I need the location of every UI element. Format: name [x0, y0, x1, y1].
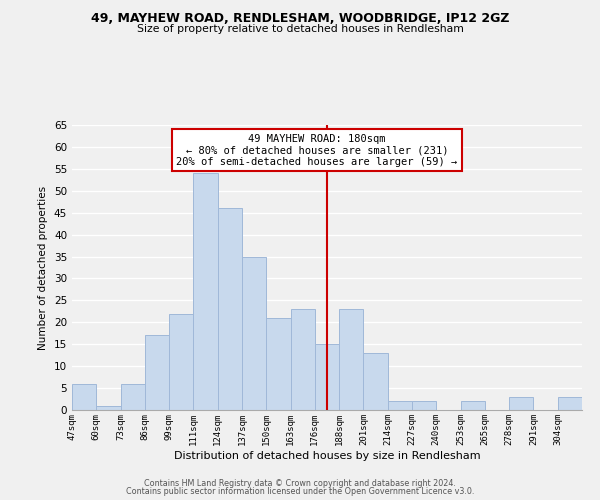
Bar [145, 336, 169, 410]
Bar [339, 309, 364, 410]
Text: 49, MAYHEW ROAD, RENDLESHAM, WOODBRIDGE, IP12 2GZ: 49, MAYHEW ROAD, RENDLESHAM, WOODBRIDGE,… [91, 12, 509, 26]
Bar [169, 314, 193, 410]
Bar [72, 384, 96, 410]
Text: 49 MAYHEW ROAD: 180sqm
← 80% of detached houses are smaller (231)
20% of semi-de: 49 MAYHEW ROAD: 180sqm ← 80% of detached… [176, 134, 457, 167]
Bar [461, 401, 485, 410]
Bar [412, 401, 436, 410]
Bar [218, 208, 242, 410]
Text: Contains public sector information licensed under the Open Government Licence v3: Contains public sector information licen… [126, 487, 474, 496]
Bar [96, 406, 121, 410]
Text: Contains HM Land Registry data © Crown copyright and database right 2024.: Contains HM Land Registry data © Crown c… [144, 478, 456, 488]
Y-axis label: Number of detached properties: Number of detached properties [38, 186, 49, 350]
Bar [193, 173, 218, 410]
Bar [558, 397, 582, 410]
Bar [388, 401, 412, 410]
Bar [266, 318, 290, 410]
X-axis label: Distribution of detached houses by size in Rendlesham: Distribution of detached houses by size … [173, 450, 481, 460]
Bar [290, 309, 315, 410]
Bar [121, 384, 145, 410]
Bar [315, 344, 339, 410]
Bar [364, 353, 388, 410]
Text: Size of property relative to detached houses in Rendlesham: Size of property relative to detached ho… [137, 24, 463, 34]
Bar [242, 256, 266, 410]
Bar [509, 397, 533, 410]
